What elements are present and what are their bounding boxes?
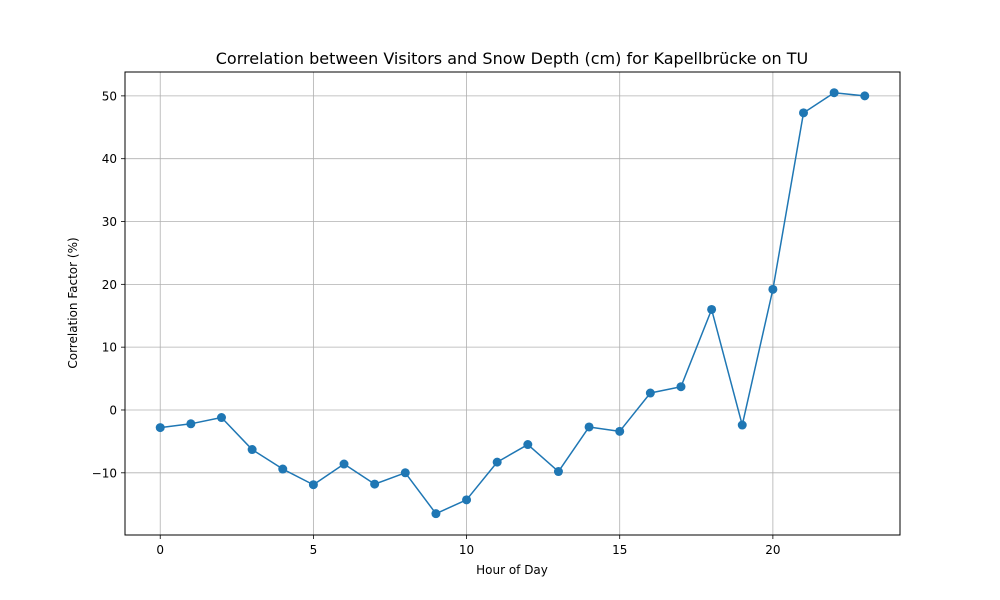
x-tick-label: 15 [612,543,627,557]
data-point [186,419,196,429]
data-point [768,284,778,294]
data-point [216,413,226,423]
y-tick-label: 40 [102,152,117,166]
series-layer [155,88,870,519]
data-point [492,457,502,467]
data-point [155,423,165,433]
data-point [676,382,686,392]
data-point [370,479,380,489]
series-line [160,91,865,515]
data-point [247,445,257,455]
data-point [615,426,625,436]
y-axis-label: Correlation Factor (%) [66,237,80,368]
data-point [339,459,349,469]
x-axis-ticks: 0 5 10 15 20 [156,535,781,557]
x-tick-label: 20 [765,543,780,557]
data-point [829,88,839,98]
data-point [431,509,441,519]
grid-lines [125,72,900,535]
x-tick-label: 0 [156,543,164,557]
plot-frame [124,71,901,536]
data-point [645,388,655,398]
y-tick-label: 30 [102,215,117,229]
data-point [308,480,318,490]
x-tick-label: 10 [459,543,474,557]
data-point [737,420,747,430]
y-tick-label: 50 [102,89,117,103]
data-point [860,91,870,101]
data-point [462,495,472,505]
y-tick-label: 10 [102,341,117,355]
data-point [584,422,594,432]
data-point [553,467,563,477]
data-point [523,440,533,450]
data-point [707,304,717,314]
data-point [400,468,410,478]
chart-title: Correlation between Visitors and Snow De… [216,49,808,68]
x-axis-label: Hour of Day [476,563,548,577]
x-tick-label: 5 [310,543,318,557]
y-tick-label: 20 [102,278,117,292]
y-tick-label: −10 [92,466,117,480]
y-tick-label: 0 [109,403,117,417]
data-point [799,108,809,118]
data-point [278,464,288,474]
y-axis-ticks: −10 0 10 20 30 40 50 [92,89,125,480]
